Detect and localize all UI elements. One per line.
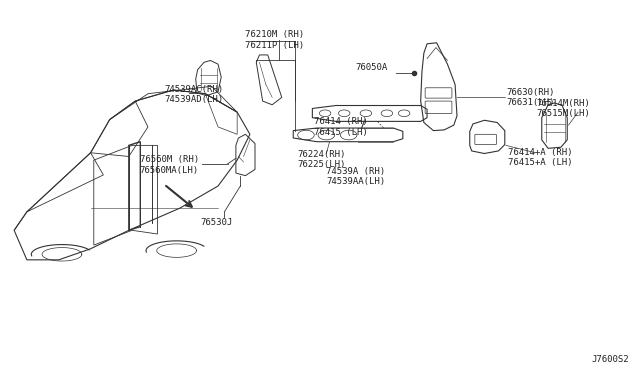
Text: 76414 (RH)
76415 (LH): 76414 (RH) 76415 (LH) bbox=[314, 117, 367, 137]
Text: 76050A: 76050A bbox=[355, 63, 387, 72]
Text: 76514M(RH)
76515M(LH): 76514M(RH) 76515M(LH) bbox=[537, 99, 591, 118]
Text: J7600S2: J7600S2 bbox=[591, 355, 629, 364]
Text: 76224(RH)
76225(LH): 76224(RH) 76225(LH) bbox=[298, 150, 346, 169]
Text: 76414+A (RH)
76415+A (LH): 76414+A (RH) 76415+A (LH) bbox=[508, 148, 573, 167]
Text: 74539A (RH)
74539AA(LH): 74539A (RH) 74539AA(LH) bbox=[326, 167, 385, 186]
Text: 76560M (RH)
76560MA(LH): 76560M (RH) 76560MA(LH) bbox=[140, 155, 199, 175]
Text: 76530J: 76530J bbox=[201, 218, 233, 227]
Text: 76630(RH)
76631(LH): 76630(RH) 76631(LH) bbox=[506, 88, 554, 107]
Text: 74539AC(RH)
74539AD(LH): 74539AC(RH) 74539AD(LH) bbox=[164, 85, 223, 104]
Text: 76210M (RH)
76211P (LH): 76210M (RH) 76211P (LH) bbox=[245, 31, 304, 50]
